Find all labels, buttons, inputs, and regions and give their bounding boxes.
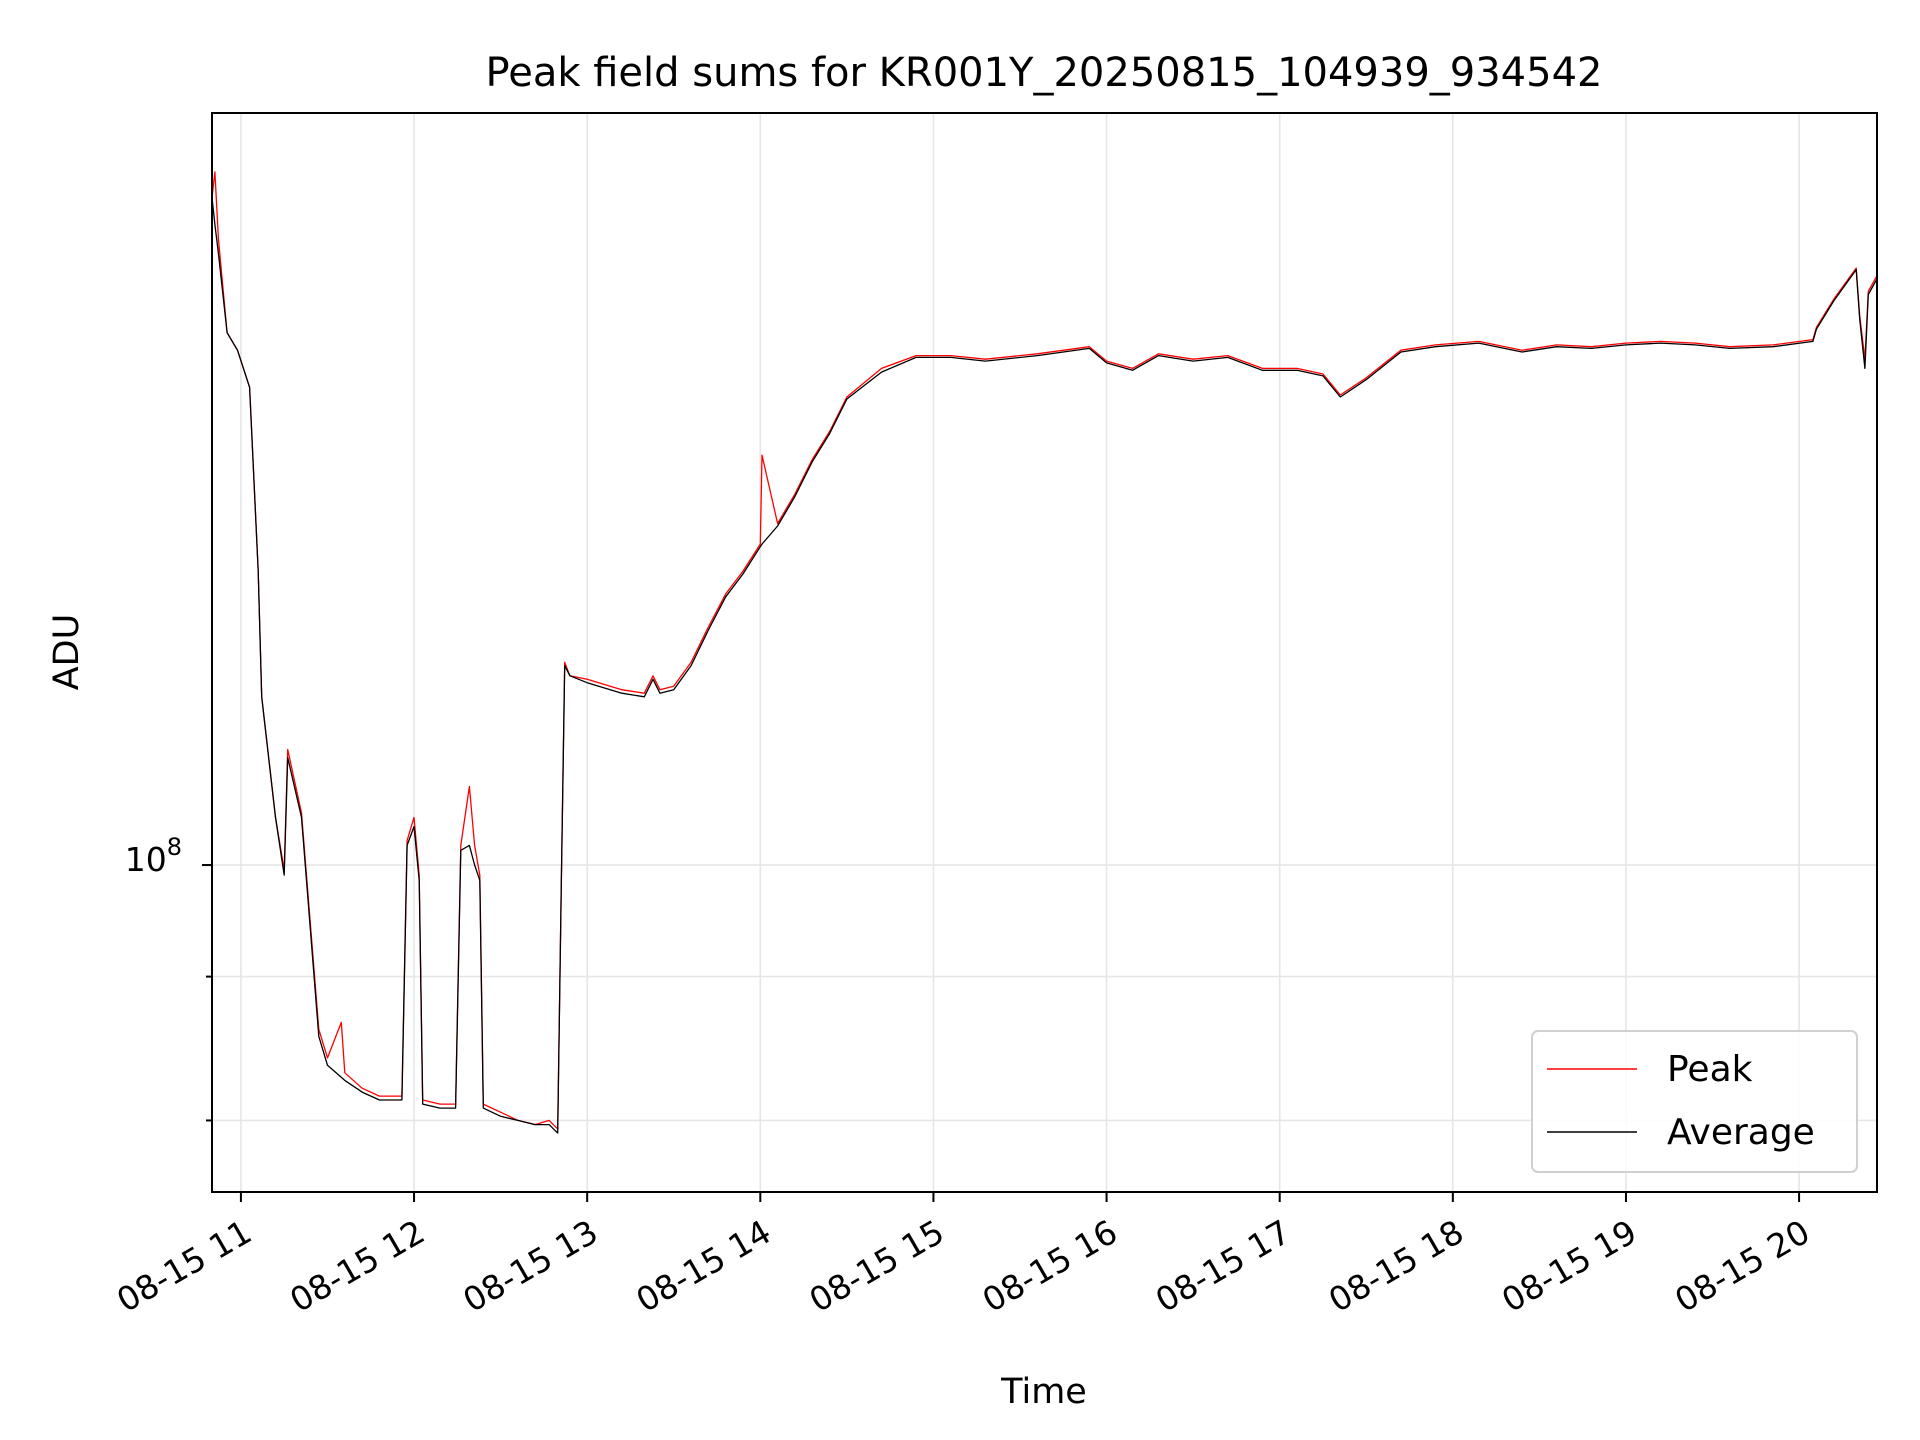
chart-title: Peak field sums for KR001Y_20250815_1049… — [486, 50, 1603, 96]
legend-label-average: Average — [1667, 1112, 1815, 1153]
x-axis-label: Time — [1000, 1372, 1087, 1412]
legend-label-peak: Peak — [1667, 1049, 1753, 1090]
y-tick-label-1e8: 108 — [125, 833, 182, 879]
y-tick-base: 10 — [125, 840, 167, 879]
legend: Peak Average — [1531, 1030, 1858, 1173]
y-tick-exponent: 8 — [167, 833, 182, 861]
series-lines — [211, 171, 1878, 1134]
grid — [212, 113, 1877, 1192]
legend-box — [1531, 1030, 1858, 1173]
series-line-peak — [211, 171, 1878, 1130]
y-axis-label: ADU — [47, 614, 87, 691]
series-line-average — [211, 197, 1878, 1134]
plot-frame — [211, 112, 1878, 1193]
